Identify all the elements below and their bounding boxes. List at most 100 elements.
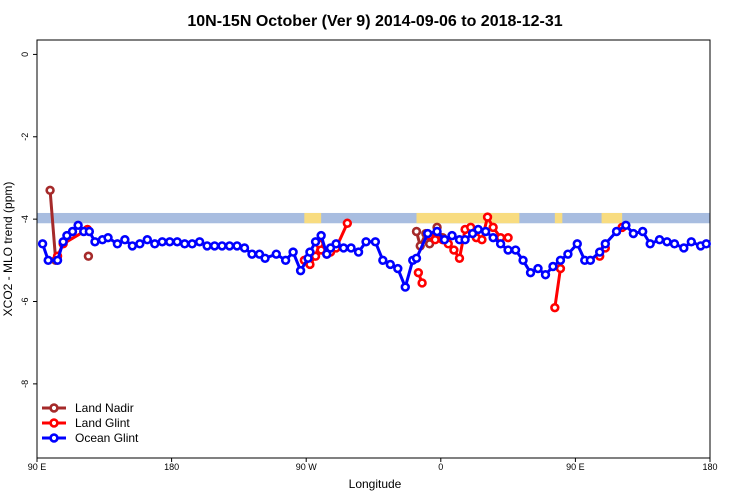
data-point: [194, 237, 205, 247]
data-point: [550, 302, 560, 313]
data-point: [439, 235, 450, 245]
land-segment: [304, 212, 322, 224]
data-point: [482, 212, 493, 222]
data-point: [209, 241, 220, 251]
x-tick-label: 0: [438, 462, 443, 472]
data-point: [310, 237, 321, 247]
data-point: [701, 239, 711, 249]
legend-label: Land Glint: [75, 416, 130, 430]
data-point: [645, 239, 655, 249]
data-point: [411, 253, 422, 263]
series-layer: [37, 185, 711, 313]
data-point: [686, 237, 697, 247]
data-point: [43, 255, 53, 266]
land-segment: [601, 212, 623, 224]
plot-frame: [36, 39, 711, 459]
data-point: [378, 255, 388, 266]
data-point: [503, 232, 513, 243]
data-point: [346, 243, 356, 253]
data-point: [157, 237, 167, 247]
data-point: [669, 239, 680, 249]
data-point: [611, 226, 622, 237]
data-point: [150, 239, 160, 249]
data-point: [628, 228, 639, 239]
data-point: [103, 232, 113, 243]
data-point: [423, 228, 433, 239]
data-point: [288, 247, 298, 257]
data-point: [179, 239, 190, 249]
data-point: [411, 226, 422, 237]
legend-marker: [49, 418, 59, 428]
data-point: [477, 235, 487, 245]
data-point: [572, 239, 582, 249]
data-point: [280, 255, 291, 266]
data-point: [533, 263, 543, 274]
data-point: [662, 237, 672, 247]
data-point: [449, 245, 459, 255]
data-point: [555, 255, 566, 266]
data-point: [563, 249, 573, 259]
legend-marker: [49, 403, 59, 413]
land-segment: [416, 212, 520, 224]
y-axis-label: XCO2 - MLO trend (ppm): [1, 182, 15, 317]
data-point: [488, 232, 498, 243]
data-point: [271, 249, 281, 259]
data-point: [295, 265, 306, 276]
data-point: [548, 261, 558, 272]
chart-title: 10N-15N October (Ver 9) 2014-09-06 to 20…: [187, 13, 562, 30]
data-point: [73, 220, 83, 231]
data-point: [239, 243, 250, 253]
data-point: [400, 282, 410, 292]
data-point: [621, 220, 631, 231]
data-point: [430, 235, 440, 245]
data-point: [316, 230, 326, 241]
x-tick-label: 180: [164, 462, 179, 472]
data-point: [413, 267, 424, 278]
legend-label: Land Nadir: [75, 401, 134, 415]
data-point: [595, 247, 605, 257]
data-point: [637, 226, 648, 237]
series-line-segment: [553, 267, 562, 310]
data-point: [67, 226, 78, 237]
x-tick-label: 90 E: [28, 462, 47, 472]
data-point: [37, 239, 48, 249]
data-point: [342, 218, 353, 228]
data-point: [460, 235, 470, 245]
land-ocean-band: [37, 212, 710, 224]
data-point: [353, 247, 364, 257]
data-point: [90, 237, 100, 247]
data-point: [454, 253, 465, 263]
data-point: [135, 239, 145, 249]
y-tick-label: -8: [20, 380, 30, 388]
y-tick-label: -6: [20, 297, 30, 305]
y-tick-label: 0: [20, 52, 30, 57]
data-point: [305, 247, 315, 257]
x-axis-label: Longitude: [349, 477, 402, 491]
data-point: [540, 270, 551, 280]
series-line-segment: [457, 227, 467, 260]
data-point: [217, 241, 227, 251]
data-point: [503, 245, 513, 255]
x-tick-label: 180: [702, 462, 717, 472]
ocean-band: [37, 212, 710, 224]
data-point: [52, 255, 63, 266]
data-point: [495, 239, 506, 249]
legend-label: Ocean Glint: [75, 431, 139, 445]
data-point: [385, 259, 396, 270]
y-tick-label: -2: [20, 133, 30, 141]
data-point: [510, 245, 521, 255]
data-point: [232, 241, 242, 251]
legend-marker: [49, 433, 59, 443]
series-line-segment: [48, 188, 58, 262]
data-point: [142, 235, 152, 245]
data-point: [127, 241, 138, 251]
axis-ticks: 90 E 180 90 W 0 90 E 180 0 -2 -4 -6 -8: [20, 52, 718, 472]
series-land-glint: [52, 212, 627, 313]
data-point: [654, 235, 665, 245]
land-segment: [554, 212, 563, 224]
data-point: [600, 239, 611, 249]
data-point: [480, 226, 491, 237]
x-tick-label: 90 W: [296, 462, 318, 472]
